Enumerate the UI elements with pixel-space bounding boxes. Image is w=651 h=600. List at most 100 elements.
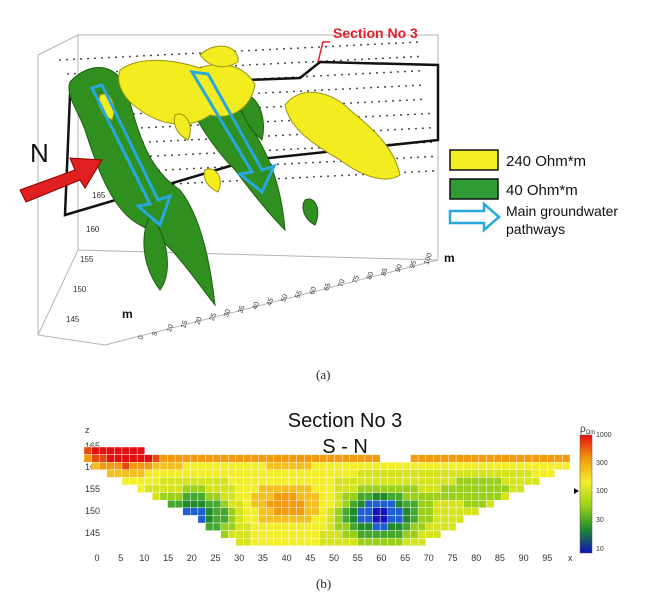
- survey-point: [424, 156, 426, 158]
- z-tick: 165: [92, 191, 106, 200]
- section-cell: [273, 469, 282, 478]
- survey-point: [284, 163, 286, 165]
- section-cell: [501, 454, 510, 463]
- survey-point: [398, 85, 400, 88]
- section-cell: [379, 461, 388, 470]
- section-cell: [182, 477, 191, 486]
- section-cell: [167, 461, 176, 470]
- section-cell: [334, 469, 343, 478]
- section-cell: [311, 530, 320, 539]
- section-cell: [304, 492, 313, 501]
- section-cell: [425, 469, 434, 478]
- section-cell: [334, 492, 343, 501]
- section-cell: [250, 537, 259, 546]
- section-cell: [167, 469, 176, 478]
- section-cell: [228, 515, 237, 524]
- section-cell: [288, 484, 297, 493]
- section-cell: [258, 454, 267, 463]
- x-tick: 45: [305, 553, 315, 563]
- section-cell: [250, 530, 259, 539]
- section-cell: [91, 461, 100, 470]
- section-cell: [144, 469, 153, 478]
- section-cell: [250, 507, 259, 516]
- survey-point: [290, 148, 292, 151]
- section-cell: [531, 477, 540, 486]
- section-cell: [205, 484, 214, 493]
- section-cell: [440, 522, 449, 531]
- survey-point: [108, 56, 110, 59]
- survey-point: [283, 148, 285, 151]
- section-cell: [228, 530, 237, 539]
- section-cell: [311, 477, 320, 486]
- section-cell: [235, 522, 244, 531]
- survey-point: [413, 99, 415, 101]
- section-cell: [455, 461, 464, 470]
- section-cell: [220, 461, 229, 470]
- north-label: N: [30, 138, 49, 168]
- section-cell: [440, 499, 449, 508]
- section-cell: [205, 454, 214, 463]
- x-axis-ticks-a: 0 5 10 15 20 25 30 35 40 45 50 55 60 65 70 75 80 85 90 95 10…: [137, 252, 434, 340]
- section-cell: [395, 537, 404, 546]
- survey-point: [320, 74, 322, 77]
- section-cell: [425, 515, 434, 524]
- section-cell: [395, 484, 404, 493]
- section-cell: [334, 499, 343, 508]
- section-cell: [212, 469, 221, 478]
- survey-point: [87, 57, 89, 60]
- section-cell: [220, 522, 229, 531]
- section-cell: [539, 454, 548, 463]
- section-cell: [212, 515, 221, 524]
- survey-point: [334, 74, 336, 76]
- colorbar-tick: 30: [596, 517, 604, 524]
- section-cell: [273, 530, 282, 539]
- section-cell: [440, 454, 449, 463]
- survey-point: [258, 92, 260, 95]
- section-cell: [357, 477, 366, 486]
- x-tick: 5: [118, 553, 123, 563]
- survey-point: [411, 171, 413, 173]
- section-cell: [486, 461, 495, 470]
- section-cell: [258, 507, 267, 516]
- x-tick: 10: [139, 553, 149, 563]
- section-cell: [281, 537, 290, 546]
- survey-point: [177, 139, 179, 142]
- section-cell: [273, 507, 282, 516]
- section-cell: [395, 492, 404, 501]
- section-cell: [357, 515, 366, 524]
- survey-point: [418, 170, 420, 173]
- section-cell: [83, 446, 92, 455]
- section-cell: [243, 484, 252, 493]
- section-cell: [387, 515, 396, 524]
- section-cell: [463, 477, 472, 486]
- survey-point: [360, 44, 362, 46]
- section-cell: [159, 454, 168, 463]
- section-cell: [266, 492, 275, 501]
- survey-point: [346, 44, 348, 47]
- survey-point: [306, 75, 308, 78]
- section-cell: [258, 477, 267, 486]
- section-cell: [167, 492, 176, 501]
- survey-point: [411, 70, 413, 73]
- section-cell: [402, 492, 411, 501]
- survey-point: [391, 85, 393, 88]
- section-cell: [273, 477, 282, 486]
- section-cell: [311, 454, 320, 463]
- section-cell: [174, 461, 183, 470]
- section-cell: [235, 530, 244, 539]
- survey-point: [377, 86, 379, 89]
- survey-point: [293, 90, 295, 93]
- section-cell: [235, 507, 244, 516]
- survey-point: [312, 60, 314, 63]
- section-cell: [250, 515, 259, 524]
- section-cell: [334, 515, 343, 524]
- section-cell: [425, 461, 434, 470]
- section-cell: [319, 522, 328, 531]
- survey-point: [417, 55, 419, 58]
- section-cell: [197, 515, 206, 524]
- colorbar-tick: 300: [596, 460, 608, 467]
- section-cell: [440, 515, 449, 524]
- section-cell: [220, 492, 229, 501]
- section-cell: [258, 515, 267, 524]
- survey-point: [386, 114, 388, 117]
